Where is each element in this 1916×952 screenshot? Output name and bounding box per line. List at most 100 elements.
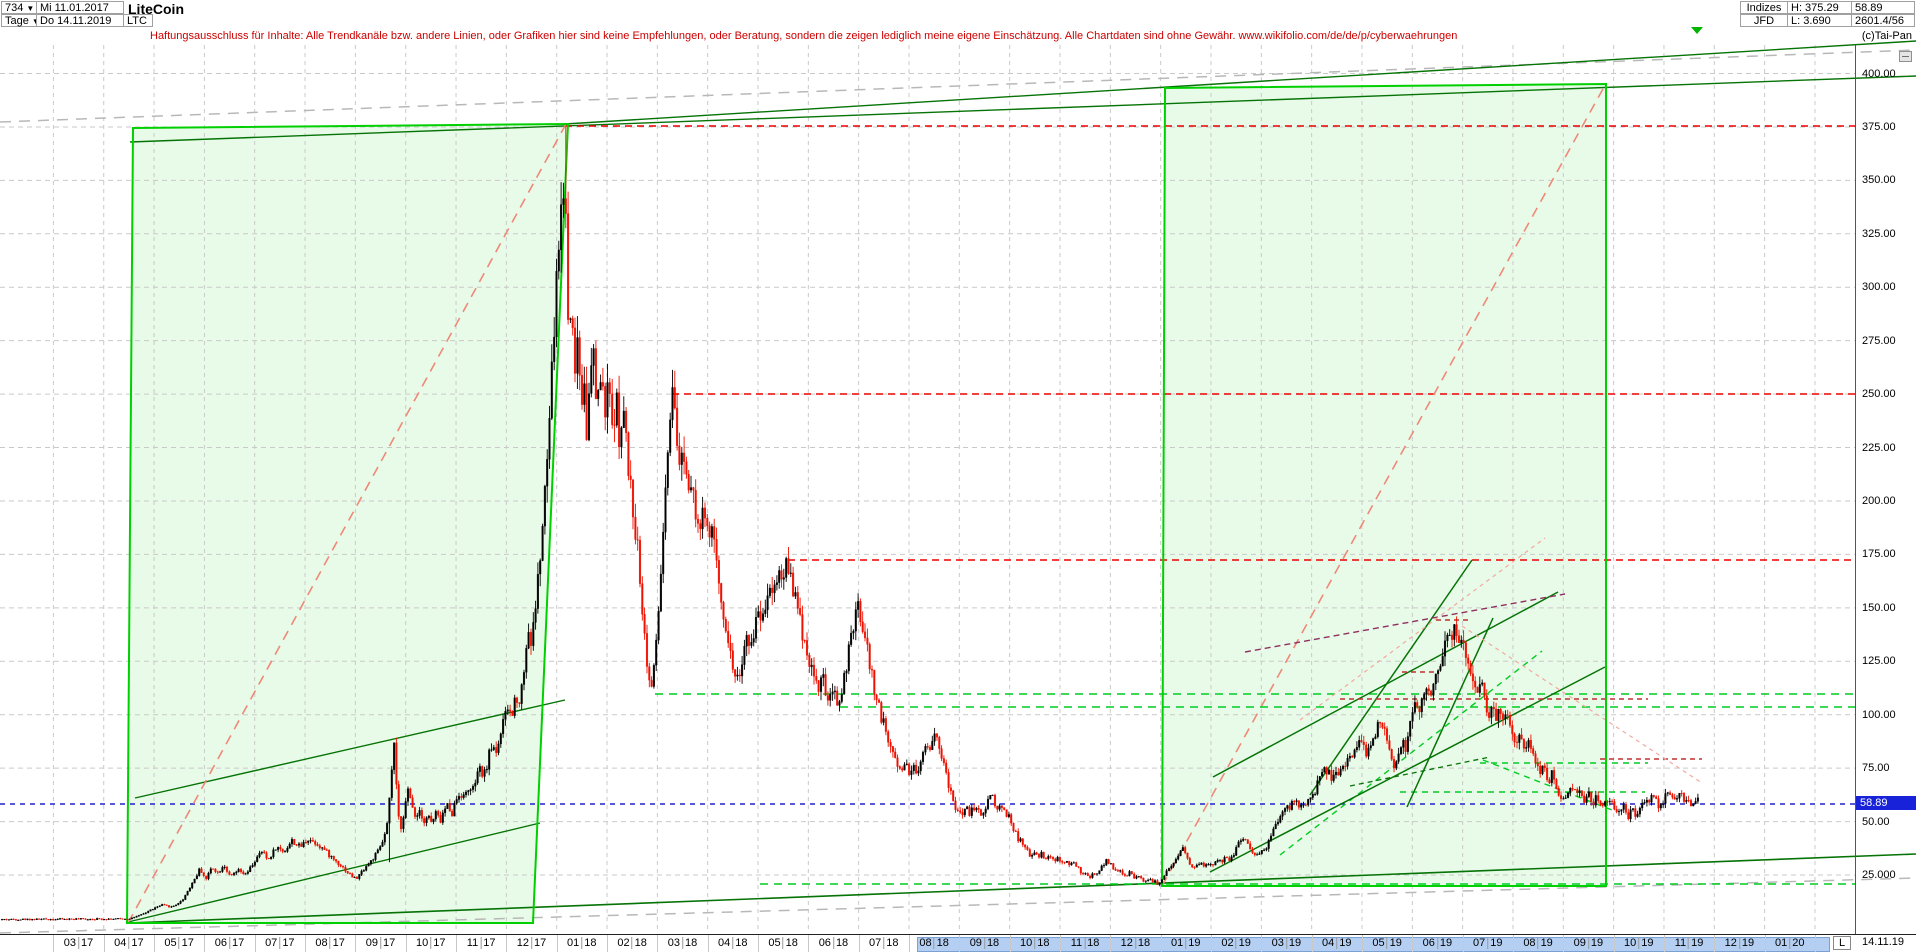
y-axis-line [1855,45,1856,952]
x-axis-separator [1412,935,1414,952]
x-month-label: 12 17 [516,937,547,949]
x-month-label: 03 19 [1271,937,1302,949]
collapse-gadget-icon[interactable] [1899,51,1912,62]
y-tick-label: 200.00 [1862,494,1896,507]
marker-triangle-icon [1691,27,1703,34]
copyright-label: (c)Tai-Pan [1861,30,1912,42]
x-axis-separator [959,935,961,952]
x-axis-separator [305,935,307,952]
date-from-value: Mi 11.01.2017 [40,2,109,14]
x-axis-separator [456,935,458,952]
symbol-value: LTC [127,15,147,27]
x-month-label: 01 18 [567,937,597,949]
x-month-label: 06 18 [818,937,849,949]
x-axis-separator [53,935,55,952]
feed-cell: JFD [1740,14,1788,27]
date-to-value: Do 14.11.2019 [40,15,112,27]
y-tick-label: 125.00 [1862,655,1896,668]
x-month-label: 10 17 [416,937,446,949]
y-tick-label: 350.00 [1862,174,1896,187]
last-price-cell: 58.89 [1851,1,1915,14]
symbol-field[interactable]: LTC [123,14,153,27]
x-axis-separator [355,935,357,952]
y-tick-label: 400.00 [1862,67,1896,80]
x-month-label: 04 19 [1322,937,1352,949]
x-axis-separator [1210,935,1212,952]
x-axis-separator [1613,935,1615,952]
chevron-down-icon: ▼ [32,17,40,26]
indizes-cell: Indizes [1740,1,1788,14]
page-title: LiteCoin [128,1,184,17]
x-month-label: 02 18 [617,937,647,949]
low-value: L: 3.690 [1791,15,1831,27]
x-month-label: 06 19 [1422,937,1453,949]
x-month-label: 03 18 [667,937,698,949]
date-from-field[interactable]: Mi 11.01.2017 [36,1,124,14]
x-month-label: 05 17 [164,937,194,949]
x-month-label: 05 19 [1372,937,1402,949]
x-axis-separator [1110,935,1112,952]
indizes-label: Indizes [1746,2,1782,14]
x-month-label: 01 19 [1171,937,1201,949]
date-to-field[interactable]: Do 14.11.2019 [36,14,124,27]
x-axis-separator [1462,935,1464,952]
disclaimer-text: Haftungsausschluss für Inhalte: Alle Tre… [150,30,1458,42]
x-month-label: 04 18 [718,937,748,949]
x-month-label: 08 17 [315,937,345,949]
y-tick-label: 275.00 [1862,334,1896,347]
volume-cell: 2601.4/56 [1851,14,1915,27]
y-tick-label: 375.00 [1862,120,1896,133]
x-axis-separator [1814,935,1816,952]
x-month-label: 10 18 [1020,937,1050,949]
x-axis-separator [1311,935,1313,952]
bars-count-dropdown[interactable]: 734 ▼ [1,1,37,14]
high-value: H: 375.29 [1791,2,1839,14]
y-tick-label: 175.00 [1862,548,1896,561]
x-axis-separator [1563,935,1565,952]
period-value: Tage [5,15,29,27]
x-axis-separator [506,935,508,952]
y-tick-label: 150.00 [1862,601,1896,614]
last-price-tag: 58.89 [1856,795,1916,810]
x-month-label: 10 19 [1623,937,1654,949]
x-axis-separator [657,935,659,952]
x-axis-strip: 03 17 04 17 05 17 06 17 07 17 08 17 09 17 10 17 11 17 12 17… [0,934,1916,952]
x-axis-separator [1160,935,1162,952]
x-axis-separator [1009,935,1011,952]
x-month-label: 09 19 [1573,937,1604,949]
x-month-label: 09 18 [969,937,1000,949]
y-tick-label: 50.00 [1862,815,1890,828]
x-axis-separator [1663,935,1665,952]
x-axis-separator [405,935,407,952]
l-button[interactable]: L [1833,936,1851,950]
x-axis-separator [1361,935,1363,952]
x-axis-separator [1512,935,1514,952]
y-tick-label: 250.00 [1862,388,1896,401]
x-axis-separator [808,935,810,952]
period-dropdown[interactable]: Tage ▼ [1,14,40,27]
feed-label: JFD [1753,15,1775,27]
x-month-label: 01 20 [1774,937,1805,949]
x-axis-separator [1261,935,1263,952]
x-month-label: 11 18 [1070,937,1100,949]
last-price-value: 58.89 [1855,2,1883,14]
x-month-label: 02 19 [1221,937,1251,949]
x-month-label: 08 18 [919,937,949,949]
x-axis-separator [1764,935,1766,952]
low-cell: L: 3.690 [1787,14,1852,27]
x-month-label: 12 19 [1724,937,1755,949]
y-tick-label: 325.00 [1862,227,1896,240]
x-month-label: 04 17 [114,937,144,949]
y-tick-label: 75.00 [1862,762,1890,775]
last-date-label: 14.11.19 [1862,936,1905,948]
x-axis-separator [254,935,256,952]
x-month-label: 07 19 [1472,937,1503,949]
chevron-down-icon: ▼ [26,4,35,13]
y-tick-label: 300.00 [1862,281,1896,294]
x-month-label: 06 17 [214,937,245,949]
x-month-label: 11 17 [466,937,496,949]
y-tick-label: 25.000 [1862,869,1896,881]
x-axis-separator [103,935,105,952]
